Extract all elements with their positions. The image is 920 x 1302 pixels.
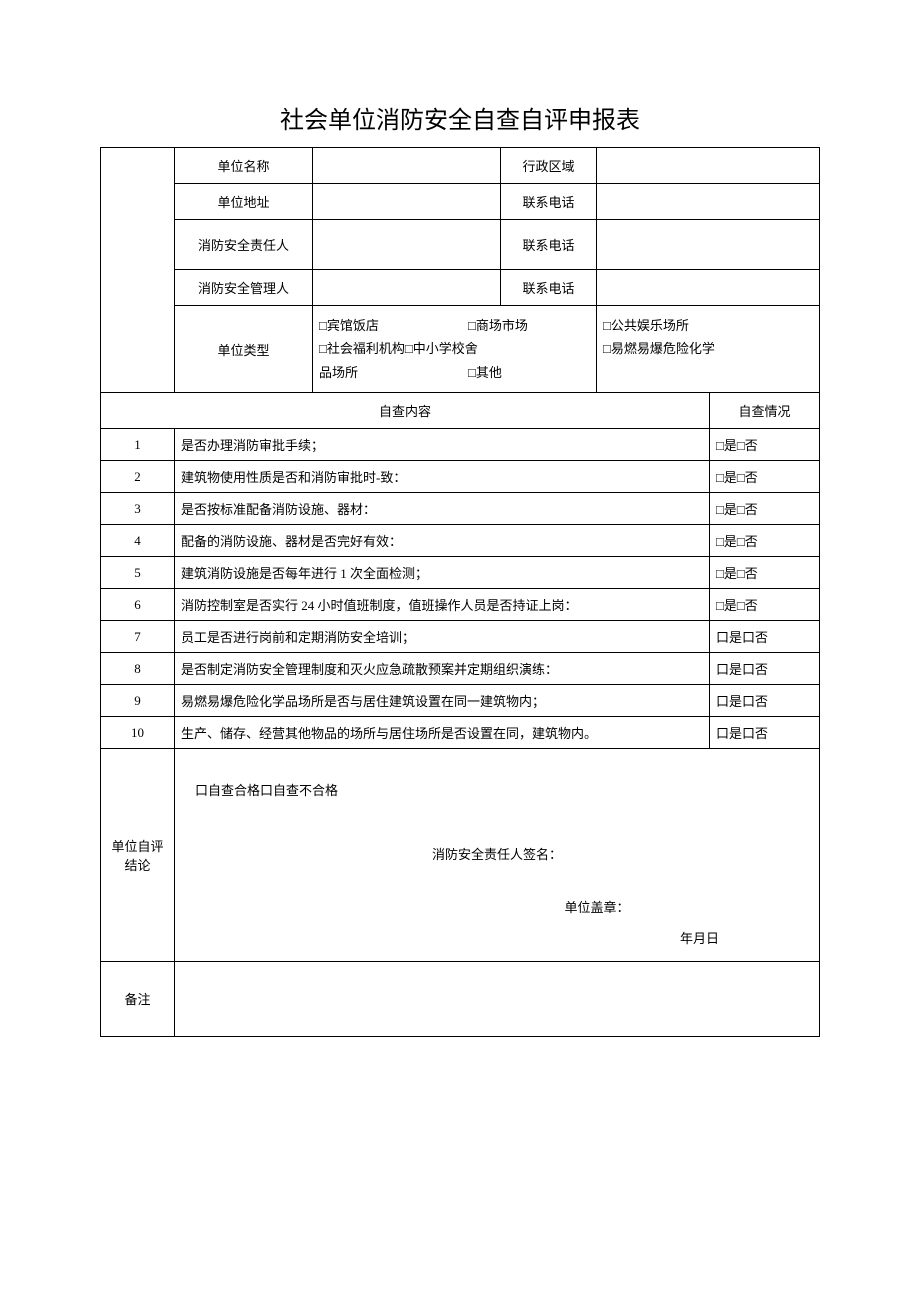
info-row: 单位名称 行政区域 — [101, 148, 820, 184]
check-num: 10 — [101, 717, 175, 749]
check-content: 易燃易爆危险化学品场所是否与居住建筑设置在同一建筑物内； — [175, 685, 710, 717]
check-status-header: 自查情况 — [710, 393, 820, 429]
check-content: 建筑物使用性质是否和消防审批时-致： — [175, 461, 710, 493]
check-header-row: 自查内容 自查情况 — [101, 393, 820, 429]
check-num: 4 — [101, 525, 175, 557]
seal-label: 单位盖章： — [195, 896, 799, 919]
unit-type-row: 单位类型 □宾馆饭店 □商场市场 □社会福利机构□中小学校舍 品场所 □其他 □… — [101, 306, 820, 393]
check-item-row: 9 易燃易爆危险化学品场所是否与居住建筑设置在同一建筑物内； 口是口否 — [101, 685, 820, 717]
check-content: 员工是否进行岗前和定期消防安全培训； — [175, 621, 710, 653]
field-label: 消防安全管理人 — [175, 270, 313, 306]
field-value[interactable] — [313, 270, 501, 306]
field-value[interactable] — [313, 184, 501, 220]
field-value[interactable] — [313, 220, 501, 270]
info-left-stub — [101, 148, 175, 393]
check-status[interactable]: 口是口否 — [710, 653, 820, 685]
field-value[interactable] — [313, 148, 501, 184]
checkbox-option[interactable]: □商场市场 — [468, 314, 528, 337]
check-content: 消防控制室是否实行 24 小时值班制度，值班操作人员是否持证上岗： — [175, 589, 710, 621]
check-item-row: 7 员工是否进行岗前和定期消防安全培训； 口是口否 — [101, 621, 820, 653]
check-num: 1 — [101, 429, 175, 461]
checkbox-option[interactable]: □易燃易爆危险化学 — [603, 337, 813, 360]
check-status[interactable]: □是□否 — [710, 589, 820, 621]
field-label: 联系电话 — [501, 270, 597, 306]
unit-type-label: 单位类型 — [175, 306, 313, 393]
check-item-row: 5 建筑消防设施是否每年进行 1 次全面检测； □是□否 — [101, 557, 820, 589]
check-content: 配备的消防设施、器材是否完好有效： — [175, 525, 710, 557]
note-row: 备注 — [101, 961, 820, 1036]
check-num: 6 — [101, 589, 175, 621]
check-item-row: 8 是否制定消防安全管理制度和灭火应急疏散预案并定期组织演练： 口是口否 — [101, 653, 820, 685]
field-label: 联系电话 — [501, 184, 597, 220]
info-row: 消防安全管理人 联系电话 — [101, 270, 820, 306]
checkbox-option[interactable]: □公共娱乐场所 — [603, 314, 813, 337]
check-item-row: 1 是否办理消防审批手续； □是□否 — [101, 429, 820, 461]
unit-type-options-left[interactable]: □宾馆饭店 □商场市场 □社会福利机构□中小学校舍 品场所 □其他 — [313, 306, 597, 393]
declaration-table: 单位名称 行政区域 单位地址 联系电话 消防安全责任人 联系电话 消防安全管理人… — [100, 147, 820, 1037]
check-status[interactable]: □是□否 — [710, 525, 820, 557]
check-item-row: 4 配备的消防设施、器材是否完好有效： □是□否 — [101, 525, 820, 557]
check-status[interactable]: 口是口否 — [710, 717, 820, 749]
field-label: 单位地址 — [175, 184, 313, 220]
check-content: 是否办理消防审批手续； — [175, 429, 710, 461]
field-value[interactable] — [597, 148, 820, 184]
check-content-header: 自查内容 — [101, 393, 710, 429]
field-value[interactable] — [597, 220, 820, 270]
check-status[interactable]: □是□否 — [710, 493, 820, 525]
note-label: 备注 — [101, 961, 175, 1036]
check-num: 7 — [101, 621, 175, 653]
check-content: 是否制定消防安全管理制度和灭火应急疏散预案并定期组织演练： — [175, 653, 710, 685]
check-content: 是否按标准配备消防设施、器材： — [175, 493, 710, 525]
check-status[interactable]: □是□否 — [710, 429, 820, 461]
check-num: 9 — [101, 685, 175, 717]
checkbox-option[interactable]: □宾馆饭店 — [319, 314, 468, 337]
checkbox-option[interactable]: □其他 — [468, 361, 502, 384]
field-label: 单位名称 — [175, 148, 313, 184]
note-value[interactable] — [175, 961, 820, 1036]
check-num: 3 — [101, 493, 175, 525]
conclusion-row: 单位自评结论 口自查合格口自查不合格 消防安全责任人签名： 单位盖章： 年月日 — [101, 749, 820, 962]
check-num: 8 — [101, 653, 175, 685]
info-row: 单位地址 联系电话 — [101, 184, 820, 220]
signature-label: 消防安全责任人签名： — [195, 843, 799, 866]
field-value[interactable] — [597, 270, 820, 306]
unit-type-options-right[interactable]: □公共娱乐场所 □易燃易爆危险化学 — [597, 306, 820, 393]
check-content: 生产、储存、经营其他物品的场所与居住场所是否设置在同，建筑物内。 — [175, 717, 710, 749]
check-status[interactable]: 口是口否 — [710, 685, 820, 717]
check-status[interactable]: 口是口否 — [710, 621, 820, 653]
field-value[interactable] — [597, 184, 820, 220]
check-item-row: 3 是否按标准配备消防设施、器材： □是□否 — [101, 493, 820, 525]
check-status[interactable]: □是□否 — [710, 557, 820, 589]
check-item-row: 2 建筑物使用性质是否和消防审批时-致： □是□否 — [101, 461, 820, 493]
conclusion-cell[interactable]: 口自查合格口自查不合格 消防安全责任人签名： 单位盖章： 年月日 — [175, 749, 820, 962]
check-num: 2 — [101, 461, 175, 493]
check-item-row: 10 生产、储存、经营其他物品的场所与居住场所是否设置在同，建筑物内。 口是口否 — [101, 717, 820, 749]
page-title: 社会单位消防安全自查自评申报表 — [100, 100, 820, 135]
field-label: 消防安全责任人 — [175, 220, 313, 270]
check-content: 建筑消防设施是否每年进行 1 次全面检测； — [175, 557, 710, 589]
check-item-row: 6 消防控制室是否实行 24 小时值班制度，值班操作人员是否持证上岗： □是□否 — [101, 589, 820, 621]
info-row: 消防安全责任人 联系电话 — [101, 220, 820, 270]
field-label: 联系电话 — [501, 220, 597, 270]
conclusion-text[interactable]: 口自查合格口自查不合格 — [195, 779, 799, 802]
checkbox-option[interactable]: 品场所 — [319, 361, 468, 384]
date-label: 年月日 — [195, 927, 799, 950]
check-status[interactable]: □是□否 — [710, 461, 820, 493]
check-num: 5 — [101, 557, 175, 589]
checkbox-option[interactable]: □社会福利机构□中小学校舍 — [319, 337, 478, 360]
field-label: 行政区域 — [501, 148, 597, 184]
conclusion-label: 单位自评结论 — [101, 749, 175, 962]
